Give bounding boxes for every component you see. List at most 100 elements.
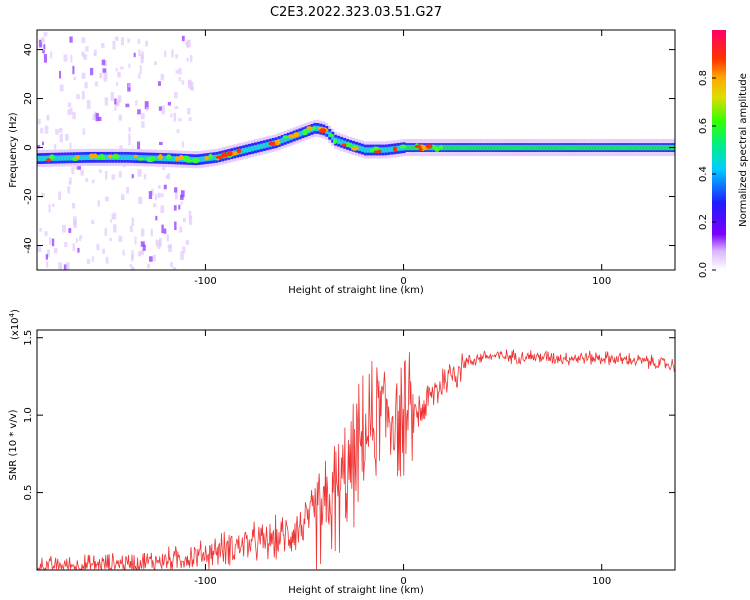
ridge-band-core [286,135,290,141]
noise-speckle [41,193,45,198]
noise-speckle [178,76,181,82]
noise-speckle [131,217,135,226]
noise-speckle [103,72,108,82]
noise-speckle [165,175,169,179]
noise-speckle [181,80,185,85]
hot-spot [345,142,352,148]
noise-speckle [110,219,113,223]
hot-spot [350,146,359,151]
hot-spot [137,157,145,161]
noise-speckle [128,127,132,132]
ridge-band-core [298,131,302,137]
snr-x-tick-label: 100 [592,576,611,587]
noise-speckle [167,173,171,180]
ridge-band-core [126,154,130,161]
snr-y-tick-label: 1.5 [23,330,34,346]
hot-spot [226,150,233,157]
spectrogram-y-tick-label: 20 [23,92,34,105]
noise-speckle [185,240,190,245]
hot-spot [107,154,114,159]
noise-speckle [112,40,116,50]
noise-speckle [75,238,78,243]
ridge-band-core [551,144,555,151]
ridge-band-core [589,144,593,151]
noise-speckle [63,54,68,62]
noise-speckle [67,186,71,194]
hot-spot [221,154,229,158]
ridge-band-core [340,139,344,145]
noise-speckle [138,196,143,204]
ridge-band-core [384,147,388,153]
noise-speckle [58,262,63,269]
colorbar-tick-label: 0.8 [698,70,709,86]
noise-speckle [110,92,114,101]
noise-speckle [173,205,177,211]
noise-speckle [139,65,142,74]
ridge-band-core [164,155,168,162]
noise-speckle [59,70,62,79]
noise-speckle [138,49,141,57]
noise-speckle [188,80,192,86]
snr-frame [36,329,676,571]
ridge-band-core [357,145,361,151]
noise-speckle [175,69,178,74]
noise-speckle [58,128,63,133]
noise-speckle [140,113,145,120]
ridge-band-core [170,156,174,162]
noise-speckle [54,143,57,150]
ridge-band-core [521,144,525,151]
noise-speckle [72,112,76,120]
ridge-band-core [634,144,638,151]
noise-speckle [158,185,161,189]
noise-speckle [179,194,184,200]
ridge-band-core [497,144,501,151]
noise-speckle [118,114,123,121]
spectrogram-x-tick-label: 100 [592,276,611,287]
noise-speckle [158,106,162,111]
ridge-band-core [610,144,614,151]
noise-speckle [95,113,99,122]
noise-speckle [81,37,86,43]
hot-spot [178,155,185,161]
hot-spot [133,154,139,159]
noise-speckle [130,267,135,270]
ridge-band-core [69,155,73,161]
ridge-band-core [568,144,572,151]
hot-spot [425,144,433,149]
spectrogram-x-tick-label: 0 [400,276,406,287]
noise-speckle [114,36,119,41]
hot-spot [146,156,154,163]
noise-speckle [102,248,106,254]
noise-speckle [128,63,131,69]
ridge-band-core [256,144,260,150]
hot-spot [166,154,172,160]
ridge-band-core [604,144,608,151]
ridge-band-core [536,144,540,151]
noise-speckle [39,227,42,232]
ridge-band-core [262,142,266,149]
ridge-band-core [628,144,632,151]
hot-spot [439,144,444,150]
noise-speckle [175,54,179,59]
ridge-band-core [259,143,263,150]
ridge-band-core [253,145,257,151]
noise-speckle [104,60,108,67]
noise-speckle [170,113,173,118]
noise-speckle [171,49,174,58]
noise-speckle [152,254,156,262]
noise-speckle [104,196,109,202]
ridge-band-core [462,144,466,151]
noise-speckle [71,202,76,209]
noise-speckle [115,68,118,72]
snr-x-tick-label: 0 [400,576,406,587]
ridge-band-core [488,144,492,151]
noise-speckle [160,205,165,214]
noise-speckle [112,212,117,220]
ridge-band-core [571,144,575,151]
ridge-band-core [631,144,635,151]
noise-speckle [83,54,88,60]
ridge-band-core [554,144,558,151]
ridge-band-core [366,147,370,153]
noise-speckle [188,117,192,121]
ridge-band-core [542,144,546,151]
